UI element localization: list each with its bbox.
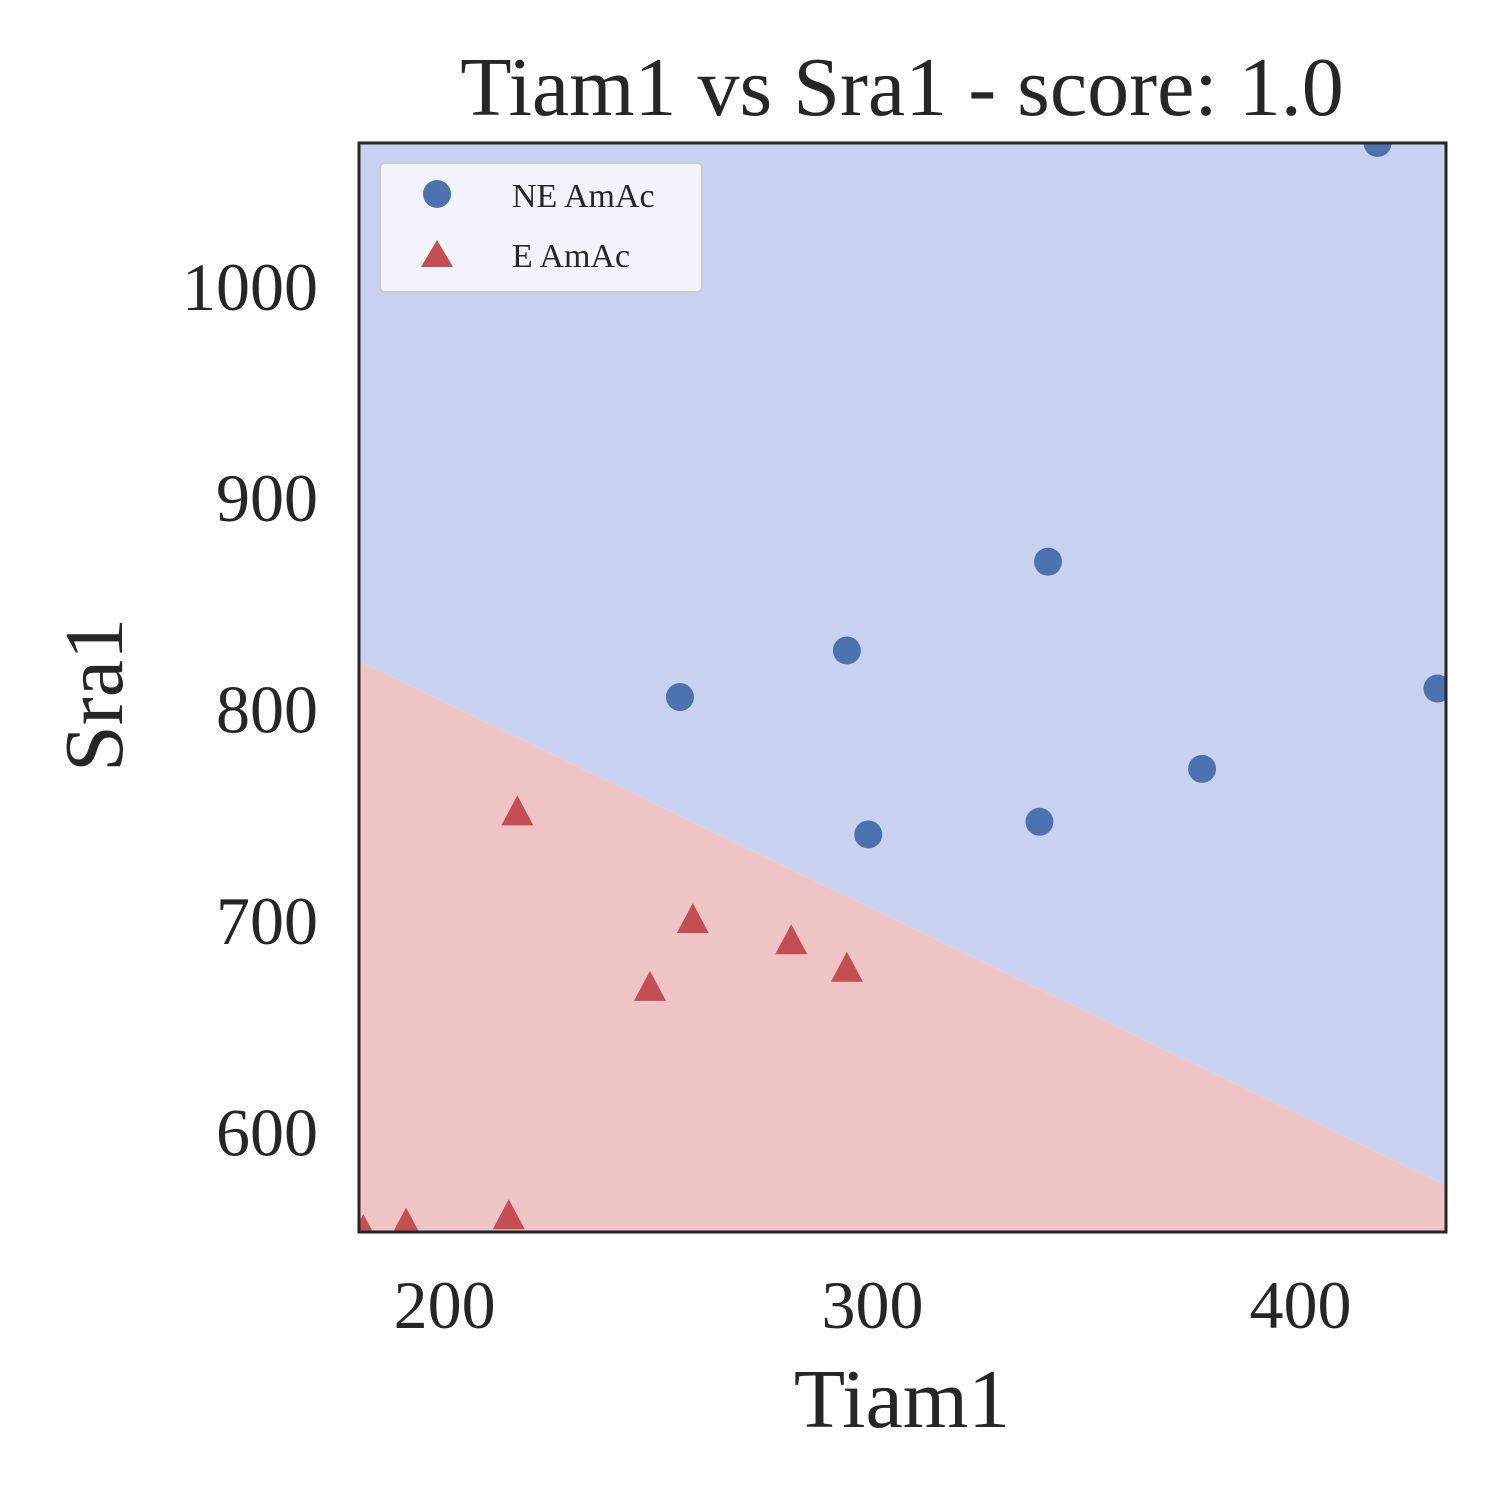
ne-amac-point-4 — [1025, 807, 1054, 836]
x-tick-label-400: 400 — [1249, 1267, 1351, 1343]
y-tick-label-700: 700 — [216, 883, 318, 959]
legend: NE AmAc E AmAc — [379, 162, 703, 293]
e-amac-point-7 — [359, 1214, 373, 1232]
x-tick-label-300: 300 — [822, 1267, 924, 1343]
ne-amac-point-1 — [832, 636, 861, 665]
e-amac-point-5 — [492, 1199, 525, 1230]
ne-amac-point-6 — [1363, 143, 1392, 157]
x-tick-label-200: 200 — [394, 1267, 496, 1343]
e-amac-point-3 — [775, 924, 808, 955]
region-e-amac — [359, 661, 1446, 1232]
y-tick-label-600: 600 — [216, 1095, 318, 1171]
ne-amac-point-3 — [1034, 547, 1063, 576]
legend-marker-ne-amac — [423, 180, 451, 208]
y-tick-label-800: 800 — [216, 672, 318, 748]
legend-marker-e-amac — [421, 240, 453, 267]
region-ne-amac — [359, 143, 1446, 1186]
chart-title: Tiam1 vs Sra1 - score: 1.0 — [460, 41, 1344, 134]
ne-amac-point-5 — [1188, 754, 1217, 783]
e-amac-point-6 — [393, 1207, 420, 1232]
legend-box — [379, 162, 703, 293]
data-points — [359, 143, 1446, 1232]
ne-amac-point-0 — [665, 683, 694, 712]
legend-label-ne-amac: NE AmAc — [512, 178, 655, 215]
x-axis-label: Tiam1 — [794, 1353, 1010, 1446]
e-amac-point-0 — [501, 795, 534, 826]
ne-amac-point-2 — [854, 820, 883, 849]
axis-ticks: 200 300 400 600 700 800 900 1000 — [182, 249, 1351, 1343]
e-amac-point-1 — [676, 903, 709, 934]
y-axis-label: Sra1 — [48, 618, 141, 772]
decision-regions — [359, 143, 1446, 1232]
e-amac-point-4 — [830, 951, 863, 982]
y-tick-label-1000: 1000 — [182, 249, 318, 325]
legend-label-e-amac: E AmAc — [512, 238, 630, 275]
ne-amac-point-7 — [1423, 674, 1446, 703]
y-tick-label-900: 900 — [216, 460, 318, 536]
e-amac-point-2 — [634, 970, 667, 1001]
plot-frame — [357, 141, 1448, 1234]
